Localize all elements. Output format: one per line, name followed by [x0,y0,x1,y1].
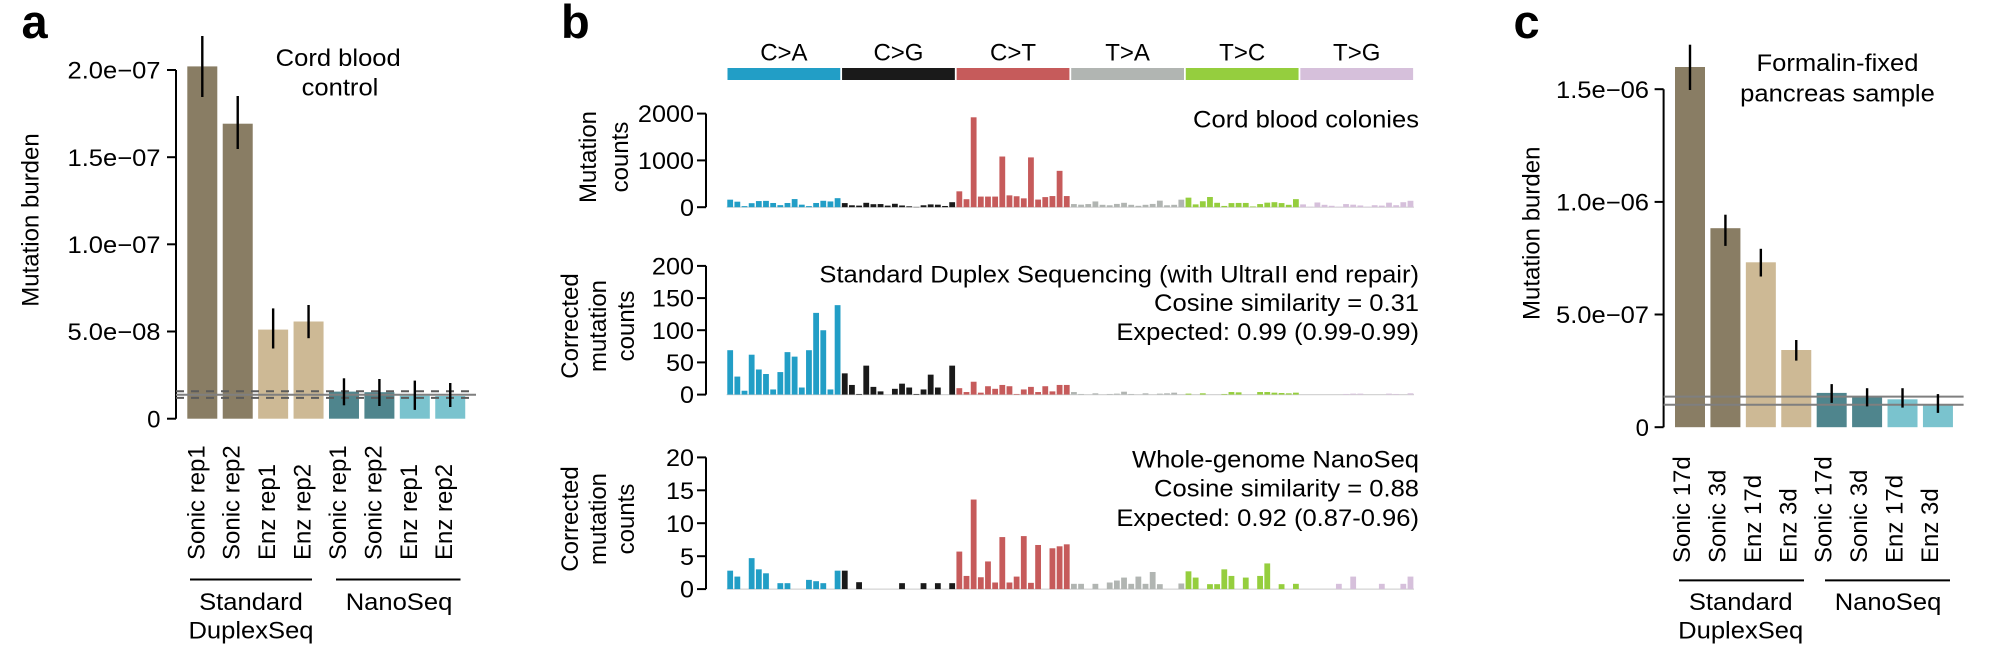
svg-text:mutation: mutation [585,280,612,372]
svg-text:0: 0 [1636,415,1649,442]
svg-text:Enz 17d: Enz 17d [1740,475,1767,563]
svg-text:200: 200 [652,254,694,281]
svg-text:C>A: C>A [760,40,807,67]
svg-text:Standard: Standard [1689,589,1793,616]
svg-text:Mutation burden: Mutation burden [1519,147,1546,320]
svg-text:Sonic rep2: Sonic rep2 [360,445,387,560]
svg-text:Corrected: Corrected [557,466,584,571]
svg-text:5.0e−07: 5.0e−07 [1556,302,1649,329]
svg-text:Cosine similarity = 0.88: Cosine similarity = 0.88 [1154,476,1419,503]
svg-text:1.0e−07: 1.0e−07 [68,232,161,259]
svg-text:1000: 1000 [638,148,694,175]
svg-text:15: 15 [666,478,694,505]
svg-text:Sonic 3d: Sonic 3d [1704,470,1731,563]
svg-text:100: 100 [652,318,694,345]
svg-text:2.0e−07: 2.0e−07 [68,58,161,85]
svg-text:Enz rep2: Enz rep2 [290,464,317,560]
svg-text:Enz 3d: Enz 3d [1775,488,1802,563]
svg-text:150: 150 [652,286,694,313]
svg-text:Whole-genome NanoSeq: Whole-genome NanoSeq [1132,447,1419,474]
svg-text:1.5e−06: 1.5e−06 [1556,77,1649,104]
svg-text:0: 0 [680,195,694,222]
svg-text:pancreas sample: pancreas sample [1740,81,1935,108]
svg-text:10: 10 [666,511,694,538]
svg-text:5.0e−08: 5.0e−08 [68,319,161,346]
svg-text:Enz rep2: Enz rep2 [431,464,458,560]
svg-text:2000: 2000 [638,101,694,128]
svg-text:Sonic rep1: Sonic rep1 [325,445,352,560]
svg-text:Enz 3d: Enz 3d [1917,488,1944,563]
svg-text:T>A: T>A [1105,40,1150,67]
svg-text:Expected: 0.92 (0.87-0.96): Expected: 0.92 (0.87-0.96) [1116,505,1419,532]
svg-text:Sonic 17d: Sonic 17d [1811,456,1838,563]
svg-text:DuplexSeq: DuplexSeq [188,618,313,645]
svg-text:b: b [561,0,590,48]
svg-text:C>T: C>T [990,40,1036,67]
svg-text:counts: counts [613,484,640,555]
svg-text:Corrected: Corrected [557,273,584,378]
svg-text:c: c [1514,0,1540,48]
svg-text:Formalin-fixed: Formalin-fixed [1757,50,1919,77]
svg-text:1.5e−07: 1.5e−07 [68,145,161,172]
svg-text:Cosine similarity = 0.31: Cosine similarity = 0.31 [1154,290,1419,317]
svg-text:Sonic rep2: Sonic rep2 [219,445,246,560]
svg-text:mutation: mutation [585,473,612,565]
svg-text:0: 0 [147,406,160,433]
svg-text:0: 0 [680,577,694,604]
svg-text:T>G: T>G [1333,40,1380,67]
svg-text:20: 20 [666,445,694,472]
svg-text:Expected: 0.99 (0.99-0.99): Expected: 0.99 (0.99-0.99) [1116,319,1419,346]
svg-text:50: 50 [666,350,694,377]
svg-text:Sonic rep1: Sonic rep1 [183,445,210,560]
svg-text:5: 5 [680,544,694,571]
svg-text:NanoSeq: NanoSeq [346,589,453,616]
svg-text:Enz rep1: Enz rep1 [396,464,423,560]
svg-text:Enz rep1: Enz rep1 [254,464,281,560]
svg-text:Cord blood: Cord blood [276,45,401,72]
svg-text:Sonic 3d: Sonic 3d [1846,470,1873,563]
svg-text:Mutation burden: Mutation burden [18,133,45,306]
svg-text:Sonic 17d: Sonic 17d [1669,456,1696,563]
svg-text:Mutation: Mutation [575,111,602,203]
svg-text:control: control [302,75,379,102]
svg-text:C>G: C>G [873,40,923,67]
svg-text:NanoSeq: NanoSeq [1835,589,1942,616]
svg-text:counts: counts [613,291,640,362]
svg-text:0: 0 [680,382,694,409]
svg-text:Cord blood colonies: Cord blood colonies [1193,107,1419,134]
svg-text:1.0e−06: 1.0e−06 [1556,190,1649,217]
svg-text:Standard Duplex Sequencing (wi: Standard Duplex Sequencing (with UltraII… [819,262,1419,289]
svg-text:T>C: T>C [1219,40,1265,67]
svg-text:counts: counts [607,122,634,193]
svg-text:DuplexSeq: DuplexSeq [1678,618,1803,645]
svg-text:Standard: Standard [199,589,303,616]
svg-text:Enz 17d: Enz 17d [1882,475,1909,563]
svg-text:a: a [22,0,49,48]
